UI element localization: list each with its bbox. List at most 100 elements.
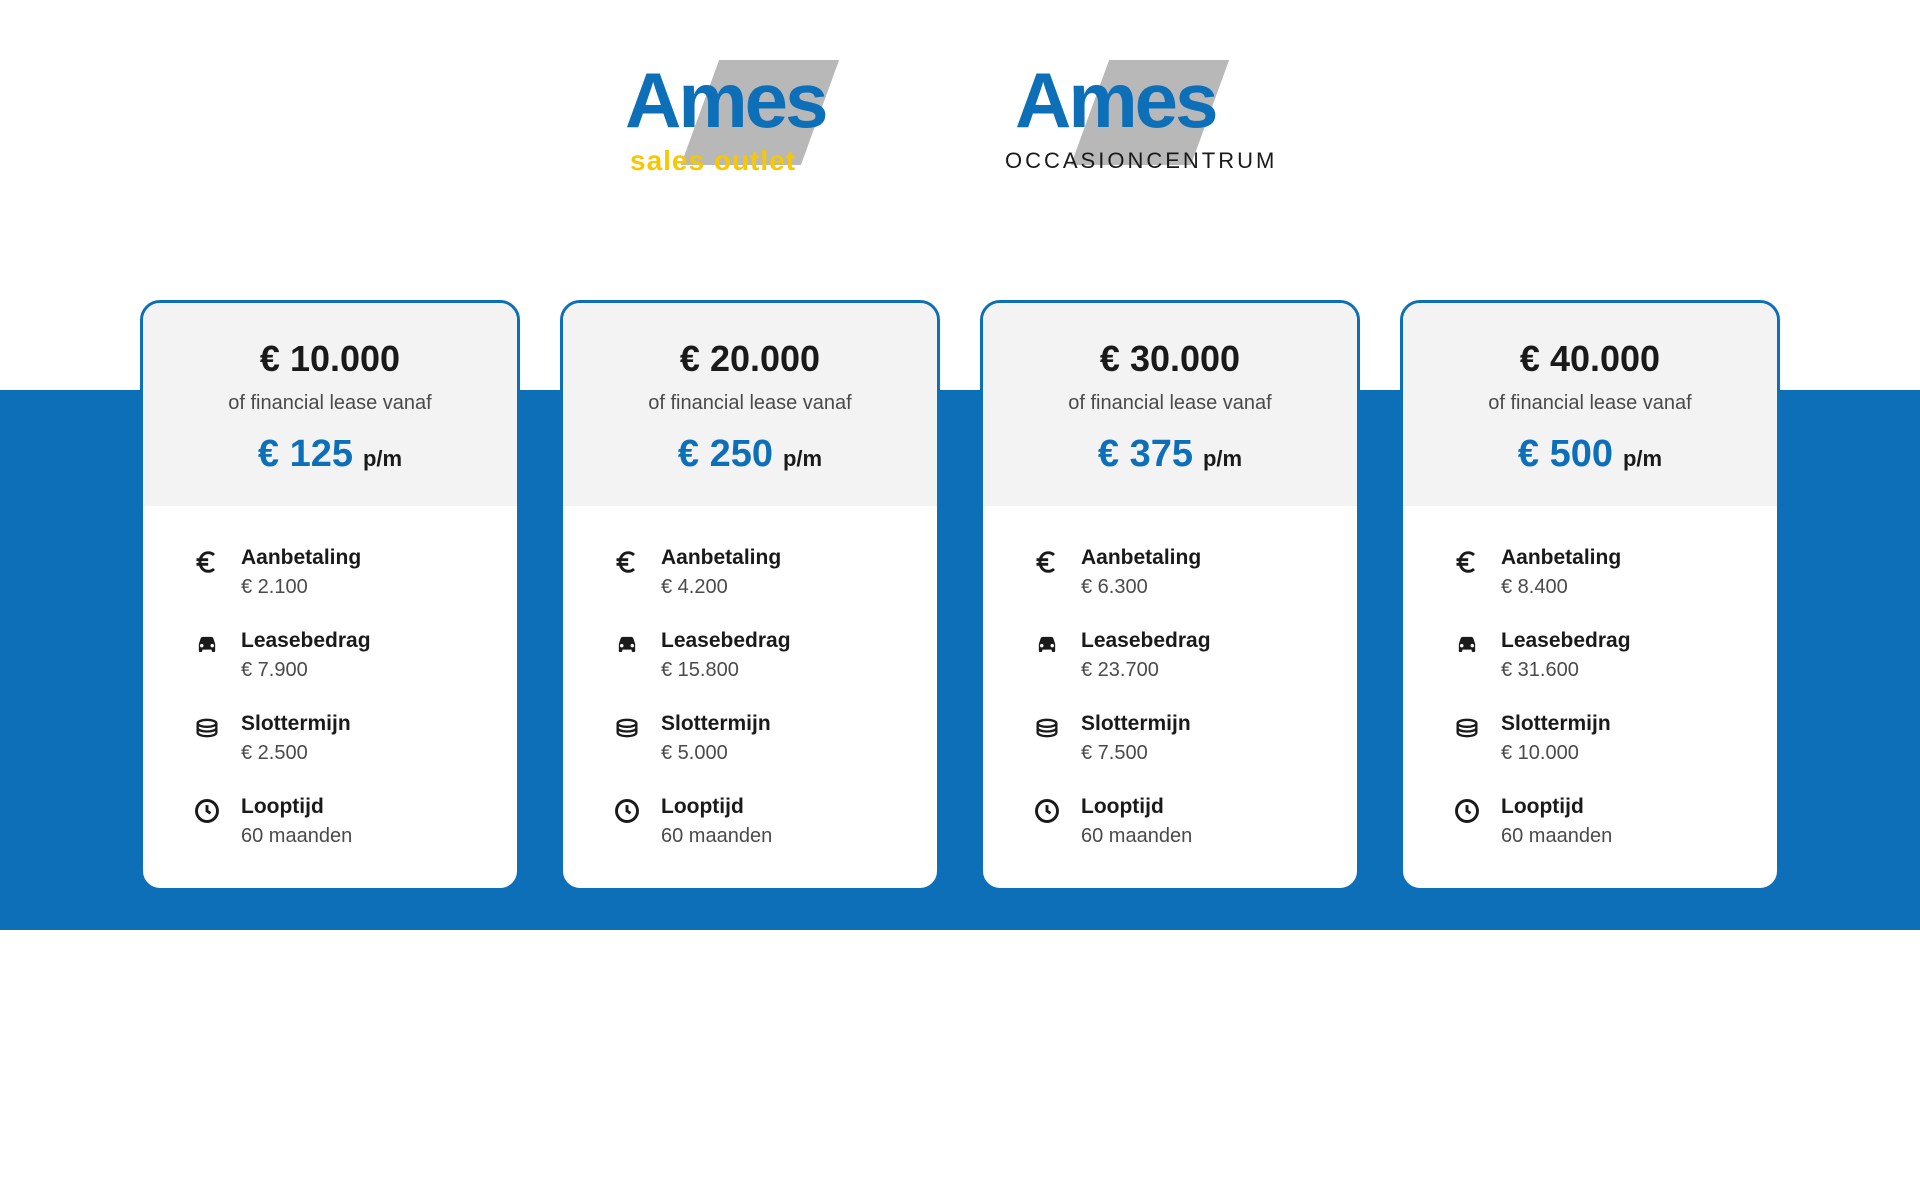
card-body: Aanbetaling € 2.100 Leasebedrag € 7.900 xyxy=(143,506,517,888)
card-monthly: € 125 p/m xyxy=(173,433,487,476)
logo-main-text: Ames xyxy=(1015,55,1215,146)
pricing-cards-container: € 10.000 of financial lease vanaf € 125 … xyxy=(0,300,1920,891)
pricing-card: € 30.000 of financial lease vanaf € 375 … xyxy=(980,300,1360,891)
detail-leasebedrag: Leasebedrag € 31.600 xyxy=(1453,629,1737,682)
euro-icon xyxy=(1033,548,1061,576)
monthly-price: € 375 xyxy=(1098,433,1193,476)
card-header: € 40.000 of financial lease vanaf € 500 … xyxy=(1403,303,1777,506)
monthly-price: € 250 xyxy=(678,433,773,476)
euro-icon xyxy=(613,548,641,576)
detail-label: Aanbetaling xyxy=(661,546,781,570)
coins-icon xyxy=(613,714,641,742)
euro-icon xyxy=(193,548,221,576)
detail-looptijd: Looptijd 60 maanden xyxy=(613,795,897,848)
detail-value: € 31.600 xyxy=(1501,659,1631,682)
logo-sales-outlet: Ames sales outlet xyxy=(610,60,920,180)
detail-label: Looptijd xyxy=(241,795,352,819)
pricing-card: € 20.000 of financial lease vanaf € 250 … xyxy=(560,300,940,891)
card-subtitle: of financial lease vanaf xyxy=(593,392,907,415)
detail-aanbetaling: Aanbetaling € 6.300 xyxy=(1033,546,1317,599)
clock-icon xyxy=(613,797,641,825)
card-price: € 20.000 xyxy=(593,338,907,380)
detail-value: € 4.200 xyxy=(661,576,781,599)
pricing-card: € 40.000 of financial lease vanaf € 500 … xyxy=(1400,300,1780,891)
car-icon xyxy=(613,631,641,659)
clock-icon xyxy=(193,797,221,825)
detail-label: Slottermijn xyxy=(1501,712,1611,736)
detail-leasebedrag: Leasebedrag € 23.700 xyxy=(1033,629,1317,682)
detail-label: Aanbetaling xyxy=(1501,546,1621,570)
card-price: € 30.000 xyxy=(1013,338,1327,380)
detail-label: Leasebedrag xyxy=(661,629,791,653)
monthly-unit: p/m xyxy=(1203,446,1242,472)
detail-slottermijn: Slottermijn € 2.500 xyxy=(193,712,477,765)
detail-value: 60 maanden xyxy=(1501,825,1612,848)
detail-value: € 7.500 xyxy=(1081,742,1191,765)
clock-icon xyxy=(1453,797,1481,825)
detail-value: 60 maanden xyxy=(241,825,352,848)
detail-slottermijn: Slottermijn € 10.000 xyxy=(1453,712,1737,765)
detail-label: Looptijd xyxy=(661,795,772,819)
logo-occasioncentrum: Ames OCCASIONCENTRUM xyxy=(1000,60,1310,180)
detail-leasebedrag: Leasebedrag € 7.900 xyxy=(193,629,477,682)
detail-slottermijn: Slottermijn € 5.000 xyxy=(613,712,897,765)
card-subtitle: of financial lease vanaf xyxy=(1013,392,1327,415)
card-subtitle: of financial lease vanaf xyxy=(173,392,487,415)
detail-value: € 2.100 xyxy=(241,576,361,599)
detail-value: € 10.000 xyxy=(1501,742,1611,765)
logo-main-text: Ames xyxy=(625,55,825,146)
card-header: € 10.000 of financial lease vanaf € 125 … xyxy=(143,303,517,506)
detail-looptijd: Looptijd 60 maanden xyxy=(193,795,477,848)
card-price: € 40.000 xyxy=(1433,338,1747,380)
logo-occasion-subtitle: OCCASIONCENTRUM xyxy=(1005,148,1277,174)
detail-value: € 6.300 xyxy=(1081,576,1201,599)
detail-looptijd: Looptijd 60 maanden xyxy=(1453,795,1737,848)
detail-label: Leasebedrag xyxy=(1081,629,1211,653)
card-body: Aanbetaling € 4.200 Leasebedrag € 15.800 xyxy=(563,506,937,888)
detail-looptijd: Looptijd 60 maanden xyxy=(1033,795,1317,848)
detail-value: € 8.400 xyxy=(1501,576,1621,599)
car-icon xyxy=(1033,631,1061,659)
card-body: Aanbetaling € 8.400 Leasebedrag € 31.600 xyxy=(1403,506,1777,888)
clock-icon xyxy=(1033,797,1061,825)
monthly-unit: p/m xyxy=(363,446,402,472)
pricing-card: € 10.000 of financial lease vanaf € 125 … xyxy=(140,300,520,891)
monthly-unit: p/m xyxy=(783,446,822,472)
coins-icon xyxy=(193,714,221,742)
car-icon xyxy=(193,631,221,659)
detail-label: Leasebedrag xyxy=(1501,629,1631,653)
detail-aanbetaling: Aanbetaling € 4.200 xyxy=(613,546,897,599)
detail-label: Aanbetaling xyxy=(1081,546,1201,570)
detail-label: Slottermijn xyxy=(1081,712,1191,736)
coins-icon xyxy=(1453,714,1481,742)
card-price: € 10.000 xyxy=(173,338,487,380)
detail-label: Looptijd xyxy=(1081,795,1192,819)
monthly-price: € 500 xyxy=(1518,433,1613,476)
detail-label: Leasebedrag xyxy=(241,629,371,653)
detail-value: 60 maanden xyxy=(661,825,772,848)
detail-leasebedrag: Leasebedrag € 15.800 xyxy=(613,629,897,682)
card-monthly: € 250 p/m xyxy=(593,433,907,476)
card-monthly: € 500 p/m xyxy=(1433,433,1747,476)
detail-label: Slottermijn xyxy=(661,712,771,736)
euro-icon xyxy=(1453,548,1481,576)
detail-value: € 15.800 xyxy=(661,659,791,682)
card-body: Aanbetaling € 6.300 Leasebedrag € 23.700 xyxy=(983,506,1357,888)
detail-aanbetaling: Aanbetaling € 8.400 xyxy=(1453,546,1737,599)
detail-value: € 5.000 xyxy=(661,742,771,765)
detail-slottermijn: Slottermijn € 7.500 xyxy=(1033,712,1317,765)
logo-outlet-subtitle: sales outlet xyxy=(630,145,796,177)
logo-row: Ames sales outlet Ames OCCASIONCENTRUM xyxy=(0,0,1920,250)
detail-label: Looptijd xyxy=(1501,795,1612,819)
detail-value: € 2.500 xyxy=(241,742,351,765)
card-monthly: € 375 p/m xyxy=(1013,433,1327,476)
car-icon xyxy=(1453,631,1481,659)
detail-label: Slottermijn xyxy=(241,712,351,736)
monthly-price: € 125 xyxy=(258,433,353,476)
card-header: € 30.000 of financial lease vanaf € 375 … xyxy=(983,303,1357,506)
detail-aanbetaling: Aanbetaling € 2.100 xyxy=(193,546,477,599)
detail-value: € 23.700 xyxy=(1081,659,1211,682)
detail-value: € 7.900 xyxy=(241,659,371,682)
coins-icon xyxy=(1033,714,1061,742)
card-header: € 20.000 of financial lease vanaf € 250 … xyxy=(563,303,937,506)
